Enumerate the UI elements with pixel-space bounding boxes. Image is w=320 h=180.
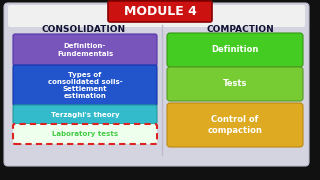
FancyBboxPatch shape (167, 103, 303, 147)
FancyBboxPatch shape (167, 33, 303, 67)
Text: COMPACTION: COMPACTION (206, 26, 274, 35)
FancyBboxPatch shape (13, 105, 157, 124)
FancyBboxPatch shape (167, 67, 303, 101)
FancyBboxPatch shape (4, 3, 309, 166)
Text: Definition: Definition (211, 46, 259, 55)
Text: MODULE 4: MODULE 4 (124, 5, 196, 18)
FancyBboxPatch shape (13, 124, 157, 144)
Text: Tests: Tests (223, 80, 247, 89)
Text: CONSOLIDATION: CONSOLIDATION (42, 26, 126, 35)
Text: Definition-
Fundementals: Definition- Fundementals (57, 44, 113, 57)
Bar (0, 0, 8, 180)
Text: Laboratory tests: Laboratory tests (52, 131, 118, 137)
Text: Types of
consolidated soils-
Settlement
estimation: Types of consolidated soils- Settlement … (48, 72, 122, 99)
FancyBboxPatch shape (108, 1, 212, 22)
Text: Terzaghi's theory: Terzaghi's theory (51, 111, 119, 118)
FancyBboxPatch shape (8, 5, 305, 27)
Bar (305, 0, 320, 180)
Text: Control of
compaction: Control of compaction (208, 115, 262, 135)
FancyBboxPatch shape (13, 65, 157, 106)
FancyBboxPatch shape (13, 34, 157, 66)
